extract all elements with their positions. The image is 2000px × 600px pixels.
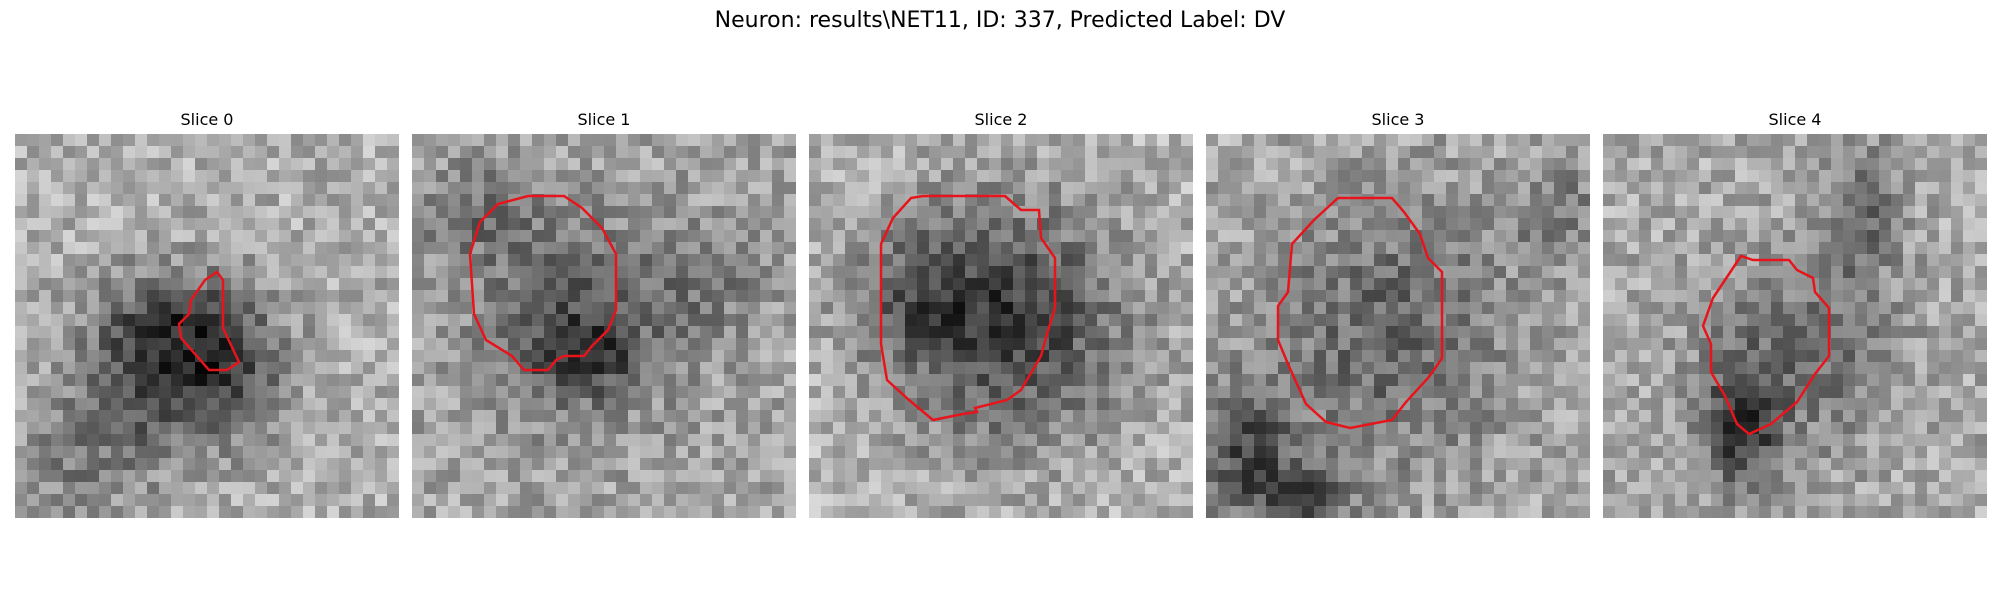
segmentation-outline-3 [1276, 196, 1444, 430]
slice-title-2: Slice 2 [974, 110, 1028, 129]
slice-title-4: Slice 4 [1768, 110, 1822, 129]
slice-title-0: Slice 0 [180, 110, 234, 129]
slice-panel-1: Slice 1 [412, 0, 796, 600]
slice-panel-3: Slice 3 [1206, 0, 1590, 600]
segmentation-outline-4 [1701, 254, 1831, 436]
segmentation-outline-0 [177, 270, 241, 372]
slice-image-0 [15, 134, 399, 518]
slice-panel-0: Slice 0 [15, 0, 399, 600]
slice-image-3 [1206, 134, 1590, 518]
slice-panel-2: Slice 2 [809, 0, 1193, 600]
slice-image-2 [809, 134, 1193, 518]
slice-image-4 [1603, 134, 1987, 518]
slice-panel-4: Slice 4 [1603, 0, 1987, 600]
segmentation-outline-1 [468, 194, 618, 372]
segmentation-outline-2 [879, 194, 1057, 422]
slice-title-3: Slice 3 [1371, 110, 1425, 129]
figure-title: Neuron: results\NET11, ID: 337, Predicte… [714, 8, 1286, 33]
slice-title-1: Slice 1 [577, 110, 631, 129]
slice-image-1 [412, 134, 796, 518]
